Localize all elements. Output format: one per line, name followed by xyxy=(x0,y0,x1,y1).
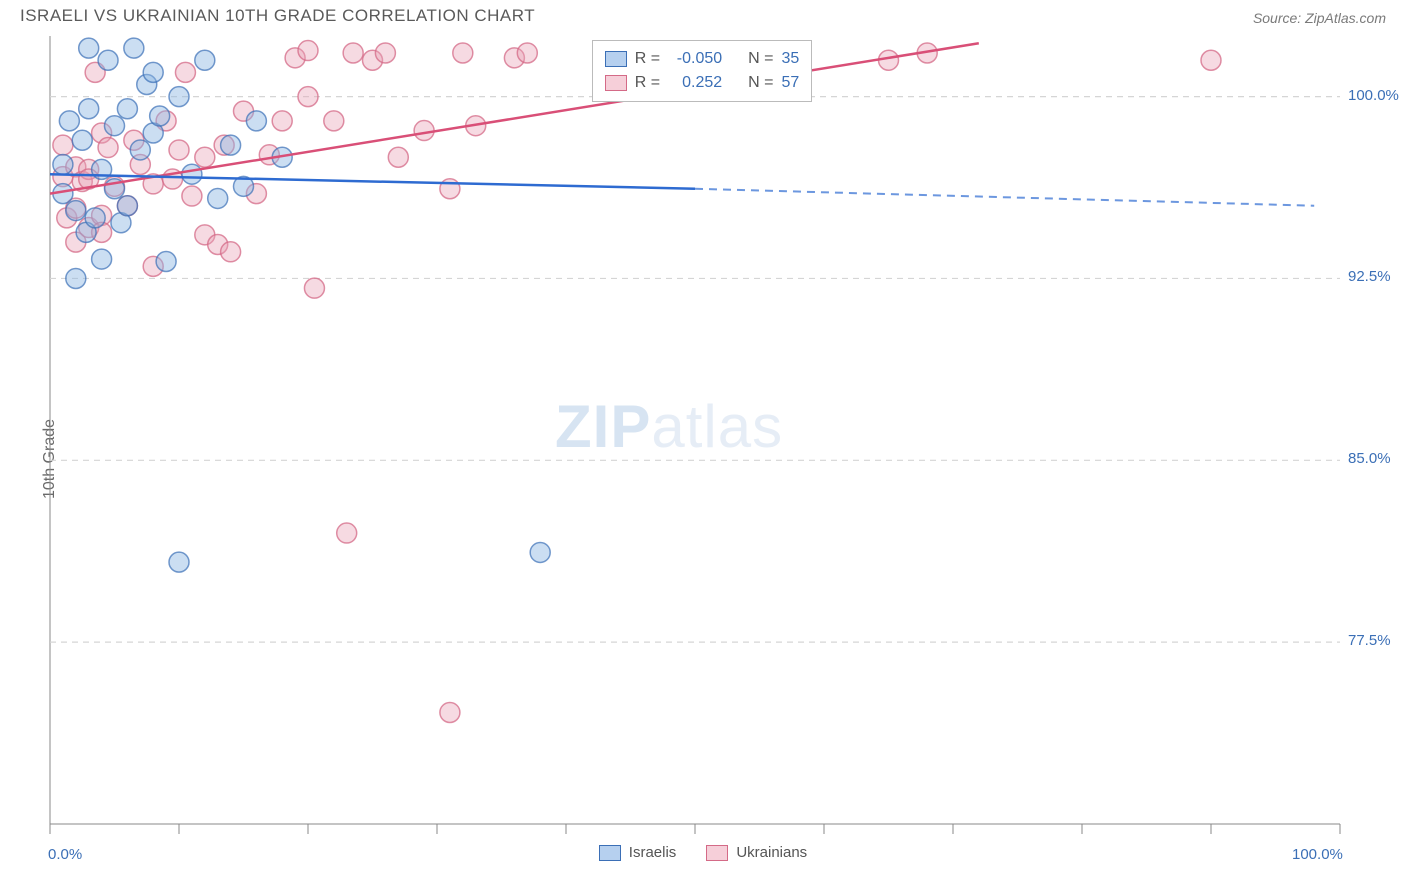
data-point xyxy=(105,116,125,136)
data-point xyxy=(175,62,195,82)
data-point xyxy=(117,196,137,216)
data-point xyxy=(208,188,228,208)
legend-r-value: -0.050 xyxy=(668,47,722,71)
legend-n-label: N = xyxy=(748,47,773,71)
data-point xyxy=(59,111,79,131)
y-tick-label: 85.0% xyxy=(1348,450,1391,467)
legend-swatch xyxy=(605,51,627,67)
bottom-legend-item: Israelis xyxy=(599,844,677,861)
data-point xyxy=(124,38,144,58)
data-point xyxy=(440,179,460,199)
data-point xyxy=(453,43,473,63)
data-point xyxy=(388,147,408,167)
legend-swatch xyxy=(605,75,627,91)
data-point xyxy=(169,552,189,572)
data-point xyxy=(298,41,318,61)
legend-n-value: 57 xyxy=(781,71,799,95)
data-point xyxy=(53,135,73,155)
x-tick-label: 0.0% xyxy=(48,846,82,863)
legend-r-value: 0.252 xyxy=(668,71,722,95)
data-point xyxy=(195,147,215,167)
data-point xyxy=(98,50,118,70)
source-prefix: Source: xyxy=(1253,10,1305,26)
data-point xyxy=(272,111,292,131)
bottom-legend-label: Israelis xyxy=(629,844,677,861)
data-point xyxy=(66,268,86,288)
legend-r-label: R = xyxy=(635,47,660,71)
scatter-plot-svg xyxy=(0,36,1400,879)
data-point xyxy=(337,523,357,543)
data-point xyxy=(169,87,189,107)
data-point xyxy=(221,242,241,262)
data-point xyxy=(298,87,318,107)
data-point xyxy=(221,135,241,155)
legend-r-label: R = xyxy=(635,71,660,95)
data-point xyxy=(143,62,163,82)
data-point xyxy=(79,99,99,119)
data-point xyxy=(530,542,550,562)
legend-swatch xyxy=(706,845,728,861)
data-point xyxy=(117,99,137,119)
bottom-legend-label: Ukrainians xyxy=(736,844,807,861)
data-point xyxy=(440,702,460,722)
data-point xyxy=(150,106,170,126)
data-point xyxy=(66,201,86,221)
chart-title: ISRAELI VS UKRAINIAN 10TH GRADE CORRELAT… xyxy=(20,6,535,26)
legend-swatch xyxy=(599,845,621,861)
bottom-legend: Israelis Ukrainians xyxy=(0,844,1406,861)
data-point xyxy=(375,43,395,63)
data-point xyxy=(517,43,537,63)
data-point xyxy=(130,140,150,160)
data-point xyxy=(324,111,344,131)
legend-n-label: N = xyxy=(748,71,773,95)
data-point xyxy=(156,251,176,271)
data-point xyxy=(304,278,324,298)
data-point xyxy=(85,208,105,228)
bottom-legend-item: Ukrainians xyxy=(706,844,807,861)
data-point xyxy=(53,155,73,175)
data-point xyxy=(182,186,202,206)
data-point xyxy=(343,43,363,63)
data-point xyxy=(98,138,118,158)
data-point xyxy=(92,249,112,269)
chart-area: 10th Grade ZIPatlas R =-0.050N =35R =0.2… xyxy=(0,36,1406,881)
y-tick-label: 77.5% xyxy=(1348,632,1391,649)
trend-line-extrapolated xyxy=(695,189,1314,206)
header-row: ISRAELI VS UKRAINIAN 10TH GRADE CORRELAT… xyxy=(0,0,1406,36)
data-point xyxy=(1201,50,1221,70)
data-point xyxy=(72,130,92,150)
legend-box: R = -0.050 N = 35 R = 0.252 N = 57 xyxy=(592,40,812,102)
legend-row: R = -0.050 N = 35 xyxy=(605,47,799,71)
data-point xyxy=(79,38,99,58)
data-point xyxy=(169,140,189,160)
data-point xyxy=(414,121,434,141)
data-point xyxy=(195,50,215,70)
source-name: ZipAtlas.com xyxy=(1305,10,1386,26)
x-tick-label: 100.0% xyxy=(1292,846,1343,863)
y-tick-label: 92.5% xyxy=(1348,268,1391,285)
legend-n-value: 35 xyxy=(781,47,799,71)
y-tick-label: 100.0% xyxy=(1348,87,1399,104)
source-label: Source: ZipAtlas.com xyxy=(1253,10,1386,26)
legend-row: R = 0.252 N = 57 xyxy=(605,71,799,95)
data-point xyxy=(246,111,266,131)
data-point xyxy=(182,164,202,184)
